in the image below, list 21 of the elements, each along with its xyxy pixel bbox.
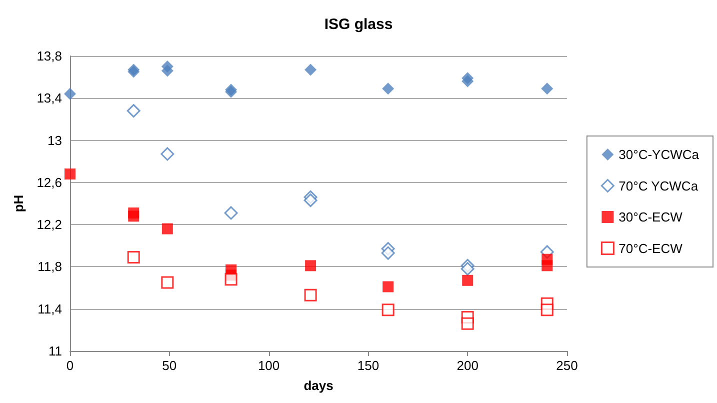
legend-label: 70°C YCWCa	[618, 178, 699, 194]
y-tick-label: 12,6	[36, 174, 62, 190]
legend-label: 30°C-ECW	[618, 210, 684, 224]
y-tick-label: 11,4	[38, 301, 62, 316]
legend-label: 70°C-ECW	[618, 240, 684, 256]
y-tick-label: 12,2	[36, 217, 62, 232]
y-tick-label: 11	[48, 344, 62, 358]
x-tick-label: 150	[357, 358, 380, 373]
y-axis-title: pH	[11, 194, 26, 212]
x-tick-label: 0	[66, 358, 74, 373]
x-tick-label: 200	[456, 358, 478, 373]
y-tick-label: 13,8	[36, 48, 62, 64]
y-tick-label: 13,4	[36, 90, 62, 106]
x-tick-label: 250	[556, 358, 578, 373]
y-tick-label: 13	[48, 132, 62, 148]
x-axis-title: days	[304, 378, 334, 393]
chart-title: ISG glass	[324, 16, 393, 33]
y-tick-label: 11,8	[38, 259, 62, 274]
x-tick-label: 50	[162, 358, 177, 373]
legend-label: 30°C-YCWCa	[618, 147, 700, 162]
x-tick-label: 100	[258, 358, 280, 373]
